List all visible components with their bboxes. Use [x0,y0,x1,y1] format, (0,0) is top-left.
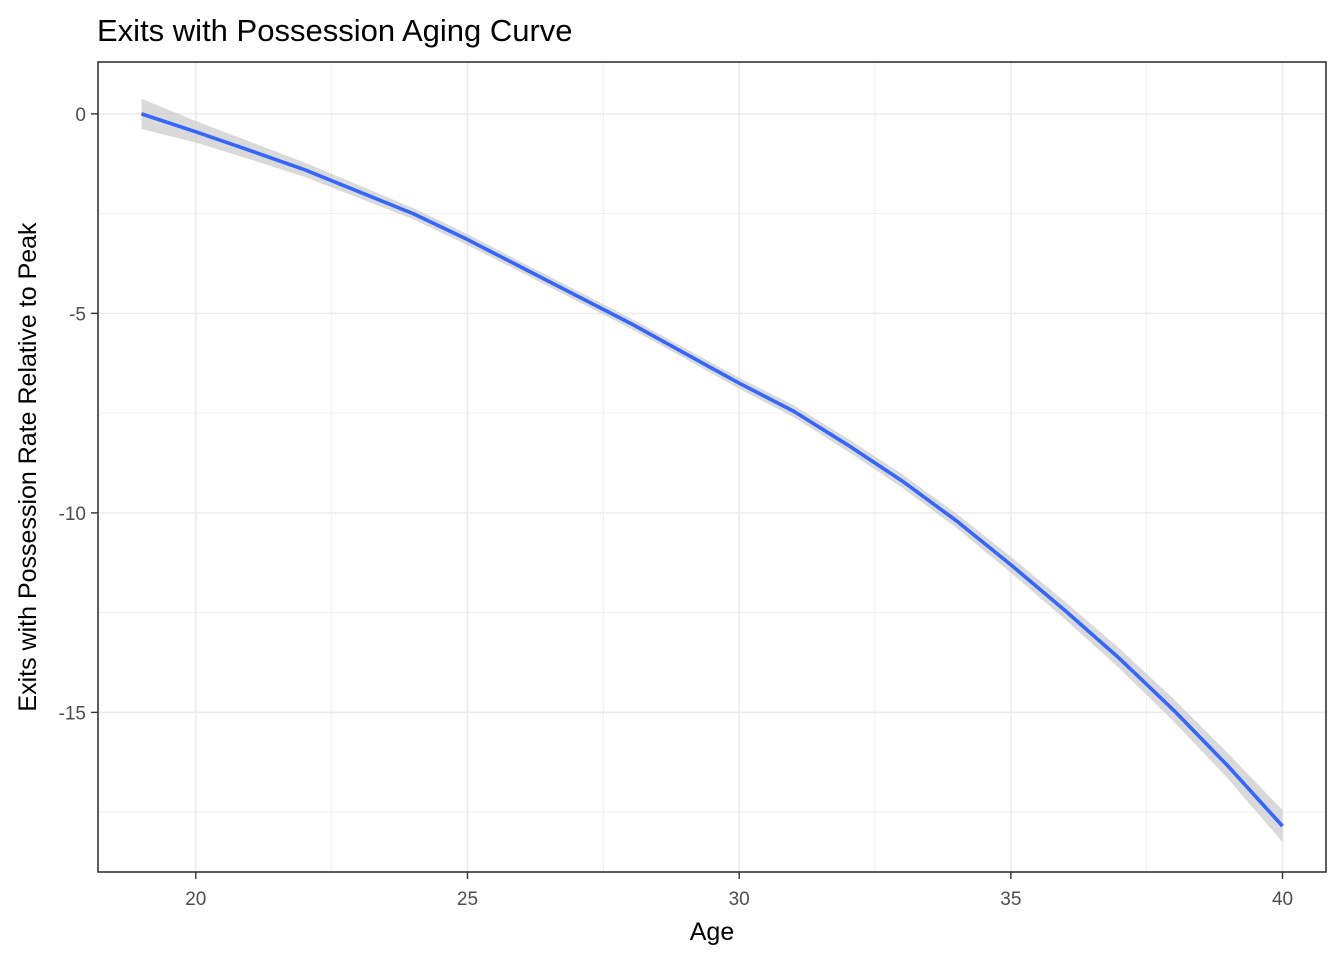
x-axis: 20 25 30 35 40 [185,872,1293,910]
grid-major [98,62,1326,872]
plot-border [97,61,1327,873]
x-tick-label: 40 [1272,889,1293,910]
x-tick-label: 20 [185,889,206,910]
y-axis: 0 -5 -10 -15 [59,105,98,724]
chart-title: Exits with Possession Aging Curve [97,13,573,48]
series-line [140,112,1284,828]
x-tick-label: 30 [729,889,750,910]
y-tick-label: -5 [69,304,86,325]
plot-panel [98,62,1326,872]
x-axis-title: Age [690,918,734,946]
x-tick-label: 35 [1000,889,1021,910]
x-tick-label: 25 [457,889,478,910]
y-axis-title: Exits with Possession Rate Relative to P… [14,222,42,712]
y-tick-label: -15 [59,703,86,724]
y-tick-label: -10 [59,504,86,525]
y-tick-label: 0 [75,105,86,126]
